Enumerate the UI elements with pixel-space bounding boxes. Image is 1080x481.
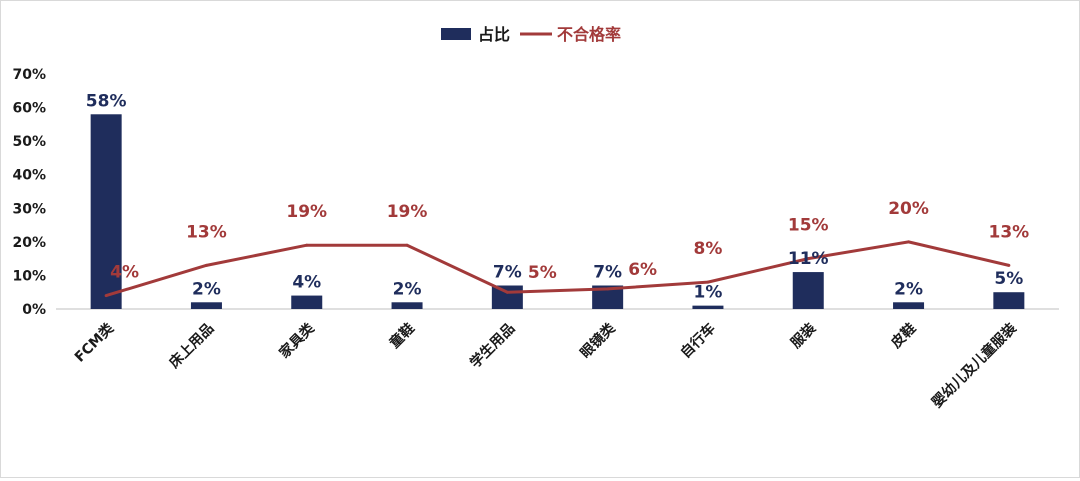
line-data-label: 5% <box>528 263 557 283</box>
bar <box>792 272 824 309</box>
y-tick-label: 50% <box>12 134 46 150</box>
bar <box>90 114 122 310</box>
x-category-label: 学生用品 <box>467 320 519 372</box>
line-series <box>104 240 1011 298</box>
line-point <box>606 287 610 291</box>
x-category-label: 童鞋 <box>386 320 418 352</box>
bar-data-label: 2% <box>393 279 422 299</box>
line-point <box>907 240 911 244</box>
bar-data-label: 7% <box>493 263 522 283</box>
line-data-label: 15% <box>788 216 829 236</box>
line-data-label: 19% <box>286 202 327 222</box>
line-point <box>505 290 509 294</box>
y-tick-label: 30% <box>12 201 46 217</box>
line-data-label: 4% <box>110 263 139 283</box>
bar-data-label: 5% <box>994 269 1023 289</box>
bar-data-label: 11% <box>788 249 829 269</box>
bar-labels: 58% 2% 4% 2% 7% 7% 1% 11% 2% 5% <box>86 91 1023 302</box>
bar-data-label: 4% <box>292 273 321 293</box>
x-category-label: 自行车 <box>677 320 719 362</box>
line-point <box>806 257 810 261</box>
line-point <box>104 294 108 298</box>
bar <box>592 285 624 309</box>
x-axis: FCM类 床上用品 家具类 童鞋 学生用品 眼镜类 自行车 服装 皮鞋 婴幼儿及儿童服装 <box>71 319 1020 411</box>
line-point <box>706 280 710 284</box>
legend-label-line: 不合格率 <box>557 25 621 44</box>
bar <box>893 302 925 309</box>
line-data-label: 13% <box>186 222 227 242</box>
bar <box>692 305 724 309</box>
bar <box>391 302 423 309</box>
bar <box>291 295 323 309</box>
x-category-label: 家具类 <box>276 319 318 361</box>
line-labels: 4% 13% 19% 19% 5% 6% 8% 15% 20% 13% <box>110 199 1029 283</box>
legend: 占比 不合格率 <box>441 25 621 44</box>
x-category-label: 婴幼儿及儿童服装 <box>928 319 1020 411</box>
line-point <box>204 263 208 267</box>
x-category-label: 眼镜类 <box>577 319 619 361</box>
line-data-label: 19% <box>387 202 428 222</box>
bar-data-label: 2% <box>894 279 923 299</box>
line-point <box>405 243 409 247</box>
bar-data-label: 2% <box>192 279 221 299</box>
bar-series <box>90 114 1025 310</box>
bar <box>491 285 523 309</box>
y-axis: 0% 10% 20% 30% 40% 50% 60% 70% <box>12 67 46 318</box>
legend-swatch-bar <box>441 28 471 40</box>
y-tick-label: 20% <box>12 235 46 251</box>
line-data-label: 8% <box>694 239 723 259</box>
x-category-label: 服装 <box>787 319 820 352</box>
y-tick-label: 40% <box>12 168 46 184</box>
y-tick-label: 70% <box>12 67 46 83</box>
bar-data-label: 58% <box>86 91 127 111</box>
line-data-label: 6% <box>628 260 657 280</box>
line-data-label: 13% <box>988 222 1029 242</box>
bar <box>190 302 222 309</box>
legend-label-bar: 占比 <box>478 25 510 44</box>
bar <box>993 292 1025 309</box>
line-path <box>105 240 1010 298</box>
y-tick-label: 0% <box>22 302 46 318</box>
x-category-label: FCM类 <box>71 319 118 366</box>
bar-data-label: 1% <box>694 283 723 303</box>
x-category-label: 床上用品 <box>166 320 218 372</box>
line-data-label: 20% <box>888 199 929 219</box>
y-tick-label: 60% <box>12 101 46 117</box>
line-point <box>1007 263 1011 267</box>
y-tick-label: 10% <box>12 268 46 284</box>
x-category-label: 皮鞋 <box>887 320 920 353</box>
line-point <box>305 243 309 247</box>
bar-data-label: 7% <box>593 263 622 283</box>
